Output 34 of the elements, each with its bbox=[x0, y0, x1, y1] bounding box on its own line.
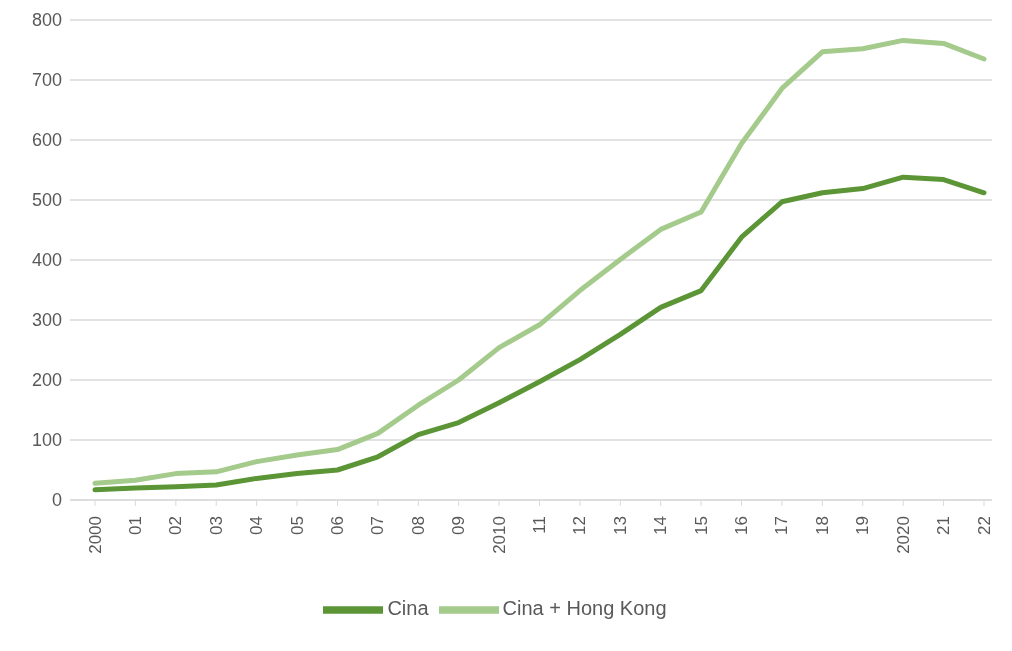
x-tick-label: 18 bbox=[812, 516, 832, 535]
x-tick-label: 05 bbox=[287, 516, 307, 535]
x-tick-label: 21 bbox=[934, 516, 954, 535]
x-tick-label: 09 bbox=[449, 516, 469, 535]
x-tick-label: 03 bbox=[206, 516, 226, 535]
x-tick-label: 14 bbox=[651, 516, 671, 535]
y-tick-label: 400 bbox=[31, 250, 62, 271]
y-tick-label: 700 bbox=[31, 70, 62, 91]
x-tick-label: 07 bbox=[368, 516, 388, 535]
legend-label: Cina bbox=[387, 597, 429, 620]
y-tick-label: 800 bbox=[31, 10, 62, 31]
x-tick-label: 08 bbox=[408, 516, 428, 535]
x-tick-label: 15 bbox=[691, 516, 711, 535]
x-tick-label: 11 bbox=[530, 516, 549, 534]
x-tick-label: 04 bbox=[247, 516, 267, 535]
y-tick-label: 300 bbox=[31, 310, 62, 331]
x-tick-label: 2010 bbox=[489, 516, 509, 554]
x-tick-label: 2020 bbox=[893, 516, 913, 554]
x-tick-label: 02 bbox=[166, 516, 186, 535]
x-tick-label: 19 bbox=[853, 516, 873, 535]
x-tick-label: 12 bbox=[570, 516, 590, 535]
x-tick-label: 13 bbox=[610, 516, 630, 535]
x-tick-label: 01 bbox=[125, 516, 145, 535]
x-tick-label: 2000 bbox=[85, 516, 105, 554]
x-tick-label: 06 bbox=[327, 516, 347, 535]
x-tick-label: 16 bbox=[732, 516, 752, 535]
y-tick-label: 100 bbox=[31, 430, 62, 451]
y-tick-label: 200 bbox=[31, 370, 62, 391]
x-tick-label: 17 bbox=[772, 516, 792, 535]
legend-label: Cina + Hong Kong bbox=[502, 597, 667, 620]
y-tick-label: 0 bbox=[51, 490, 62, 511]
x-tick-label: 22 bbox=[974, 516, 994, 535]
y-tick-label: 600 bbox=[31, 130, 62, 151]
y-tick-label: 500 bbox=[31, 190, 62, 211]
